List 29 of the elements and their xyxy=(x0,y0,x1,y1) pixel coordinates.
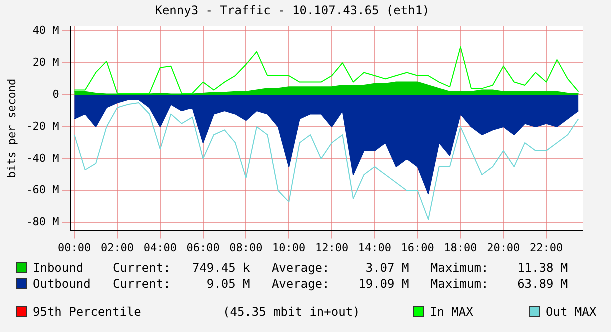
x-tick-label: 08:00 xyxy=(230,241,263,254)
text: (45.35 mbit in+out) xyxy=(223,304,362,320)
legend-label: Outbound xyxy=(33,276,92,292)
text: 95th Percentile xyxy=(33,304,142,320)
x-tick-label: 20:00 xyxy=(487,241,520,254)
legend-label: In MAX xyxy=(429,304,474,320)
text: Current: 749.45 k Average: 3.07 M Maximum: 11.38 M xyxy=(113,261,568,275)
y-tick-label: -20 M xyxy=(26,120,60,133)
x-tick-label: 18:00 xyxy=(444,241,478,254)
y-tick-label: 40 M xyxy=(32,24,60,38)
legend-label: Out MAX xyxy=(545,305,597,319)
x-tick-label: 02:00 xyxy=(100,241,134,254)
x-tick-label: 14:00 xyxy=(358,241,392,254)
y-tick-label: -60 M xyxy=(26,184,60,197)
legend-label: Inbound xyxy=(33,260,85,276)
chart-title: Kenny3 - Traffic - 10.107.43.65 (eth1) xyxy=(155,3,430,18)
x-tick-label: 16:00 xyxy=(401,241,434,254)
x-tick-label: 04:00 xyxy=(144,241,177,254)
x-tick-label: 06:00 xyxy=(186,241,220,254)
x-tick-label: 12:00 xyxy=(315,241,349,254)
y-axis-title: bits per second xyxy=(5,78,18,178)
y-tick-label: -80 M xyxy=(26,216,60,229)
x-tick-label: 00:00 xyxy=(58,241,92,254)
x-tick-label: 10:00 xyxy=(272,241,306,254)
text: Current: 9.05 M Average: 19.09 M Maximum: 63.89 M xyxy=(113,277,568,291)
y-tick-label: 0 xyxy=(52,88,60,101)
y-tick-label: -40 M xyxy=(26,152,60,165)
y-tick-label: 20 M xyxy=(32,56,60,69)
x-tick-label: 22:00 xyxy=(530,241,564,254)
